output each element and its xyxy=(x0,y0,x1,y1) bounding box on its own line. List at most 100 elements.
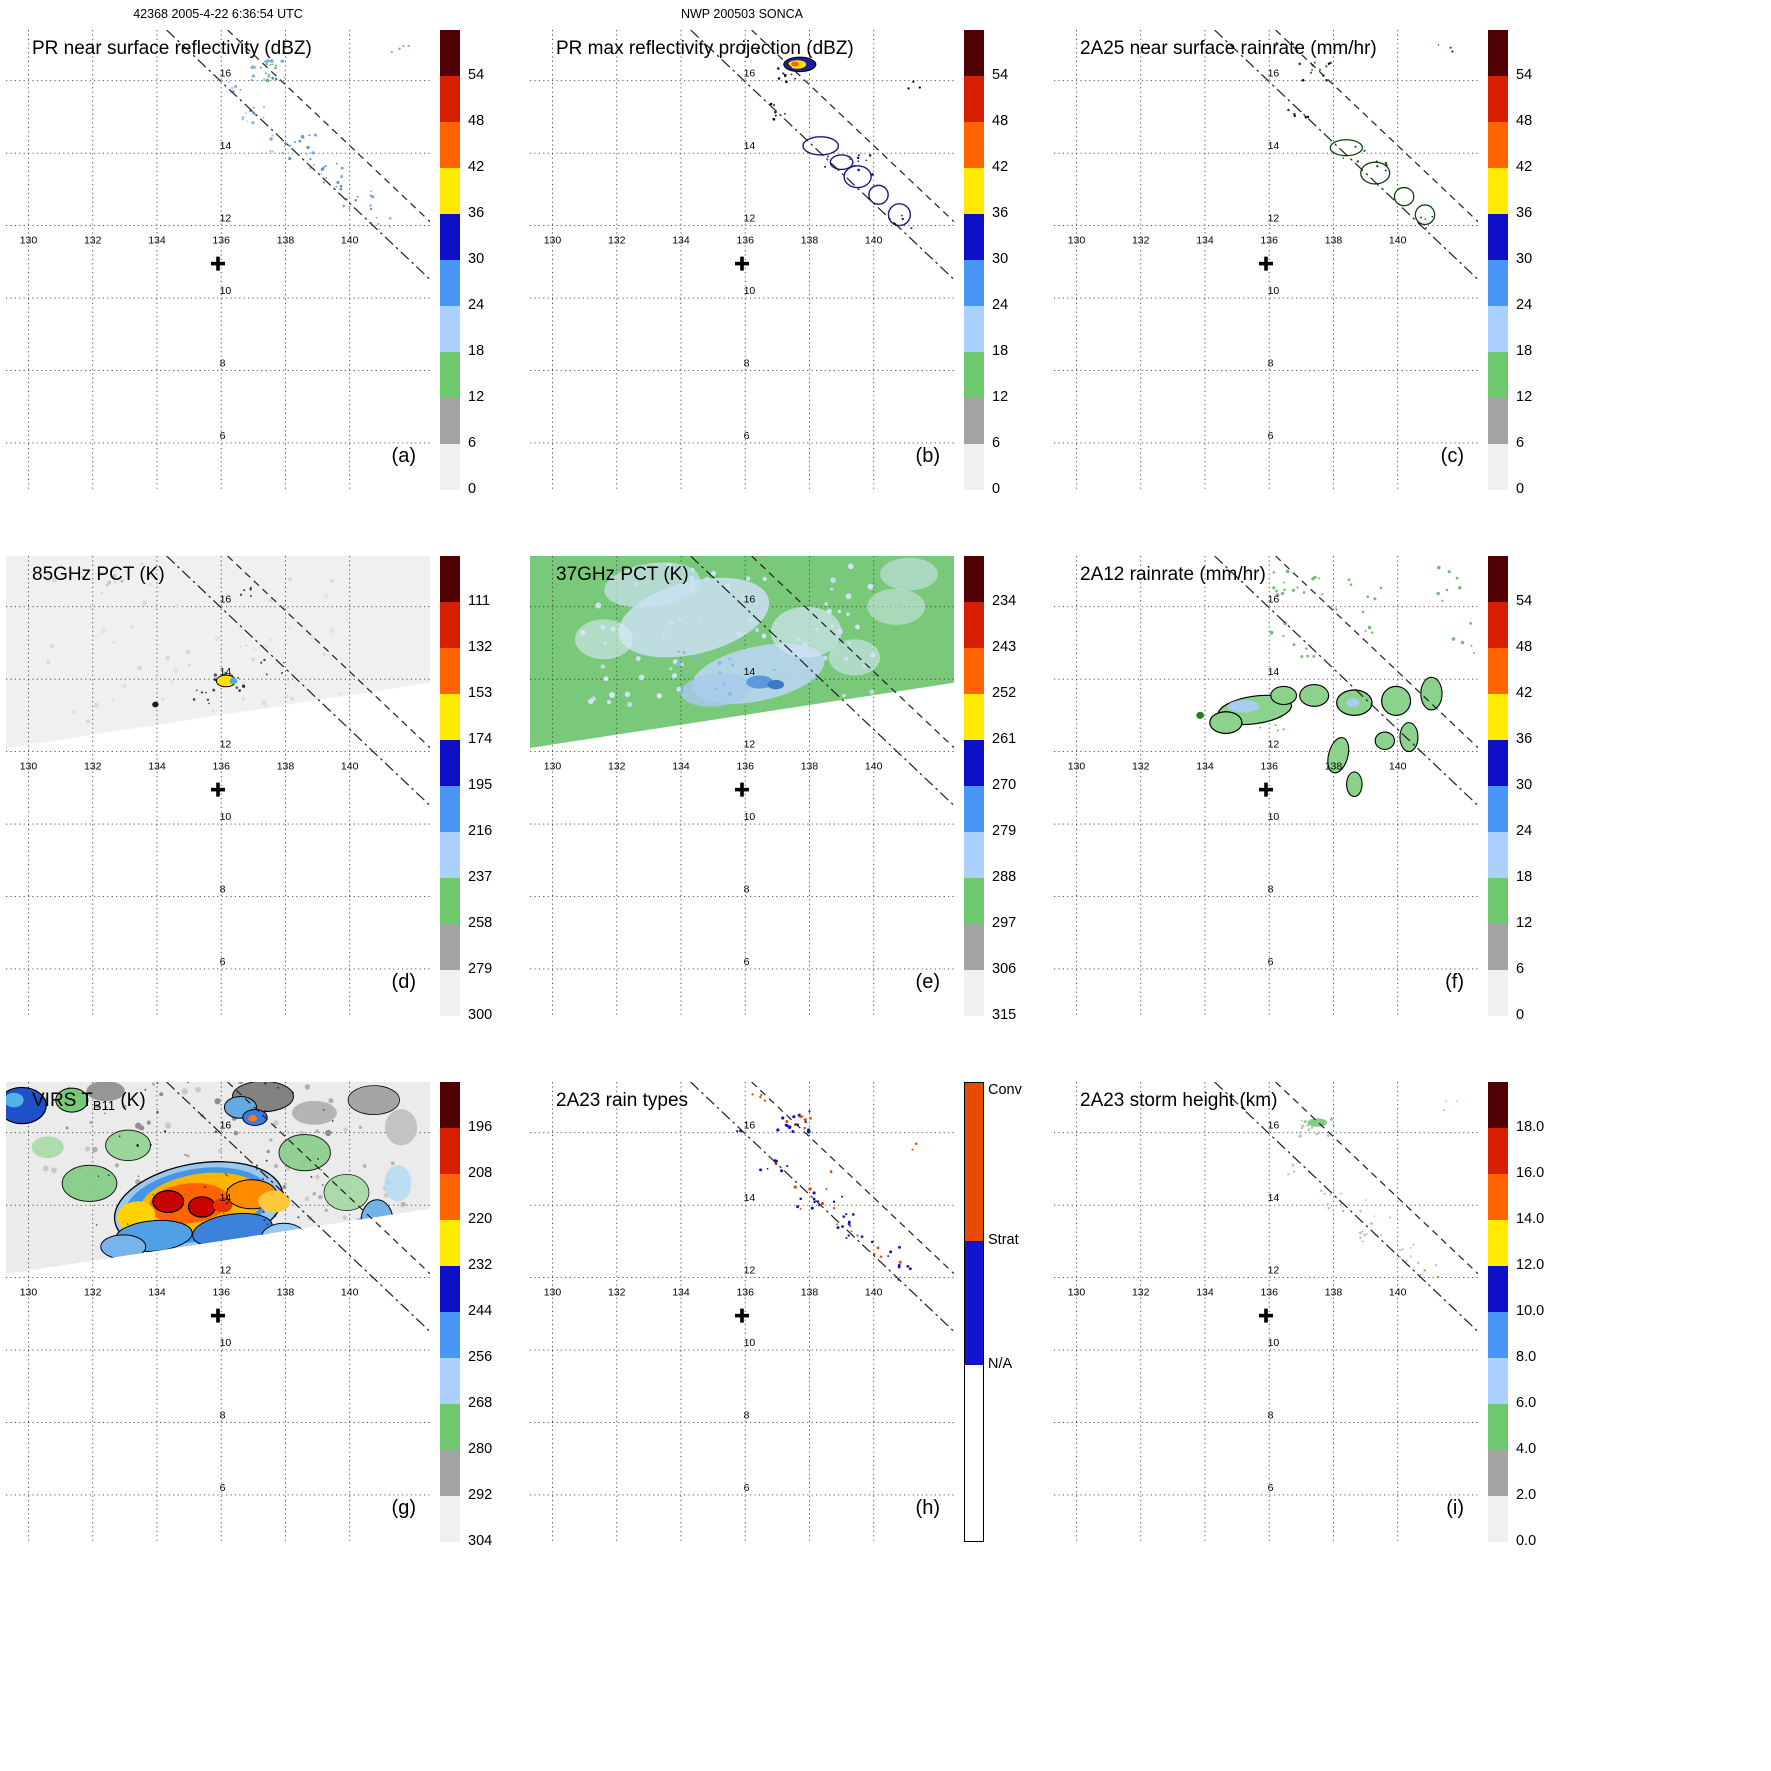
data-point xyxy=(266,1150,270,1154)
data-blob xyxy=(574,619,633,660)
data-point xyxy=(1376,165,1379,168)
data-point xyxy=(742,40,745,43)
lat-tick-label: 14 xyxy=(744,140,756,152)
colorbar-a xyxy=(440,30,460,490)
data-point xyxy=(309,158,312,161)
colorbar-segment xyxy=(964,214,984,260)
lon-tick-label: 134 xyxy=(148,235,166,247)
data-point xyxy=(324,164,327,168)
colorbar-segment xyxy=(440,1358,460,1404)
data-point xyxy=(104,1112,106,1115)
data-point xyxy=(1347,578,1351,582)
colorbar-segment xyxy=(440,444,460,490)
data-point xyxy=(785,80,788,84)
data-point xyxy=(263,1219,266,1222)
colorbar-segment xyxy=(440,1404,460,1450)
data-point xyxy=(249,588,252,591)
data-point xyxy=(266,1223,269,1225)
data-point xyxy=(1304,116,1308,119)
data-point xyxy=(1306,654,1310,658)
colorbar-tick-label: 234 xyxy=(992,593,1017,609)
data-point xyxy=(313,133,318,137)
data-point xyxy=(799,1115,803,1119)
data-point xyxy=(304,1084,311,1090)
data-blob xyxy=(1299,684,1330,707)
data-point xyxy=(847,1222,851,1226)
data-point xyxy=(783,74,787,77)
data-layer xyxy=(1196,565,1475,798)
data-point xyxy=(107,1174,110,1176)
lat-tick-label: 14 xyxy=(1268,140,1280,152)
data-blob xyxy=(1399,722,1419,753)
lat-tick-label: 12 xyxy=(744,739,756,751)
data-blob xyxy=(1227,700,1260,713)
data-point xyxy=(777,77,781,80)
colorbar-tick-label: 153 xyxy=(468,685,493,701)
lat-tick-label: 16 xyxy=(744,68,756,80)
colorbar-tick-label: 18 xyxy=(1516,343,1533,359)
data-point xyxy=(775,1159,778,1163)
data-point xyxy=(763,1099,767,1102)
data-blob xyxy=(828,639,881,676)
data-point xyxy=(722,682,726,686)
data-point xyxy=(1370,1222,1374,1226)
colorbar-tick-label: 18.0 xyxy=(1516,1119,1545,1135)
data-blob xyxy=(187,1196,217,1218)
colorbar-tick-label: 208 xyxy=(468,1165,493,1181)
colorbar-tick-label: 174 xyxy=(468,731,493,747)
data-point xyxy=(205,691,207,694)
data-point xyxy=(1298,1134,1302,1138)
data-point xyxy=(1325,78,1328,82)
data-point xyxy=(118,1135,121,1138)
data-point xyxy=(786,1164,789,1168)
colorbar-tick-label: 42 xyxy=(1516,685,1533,701)
data-blob xyxy=(105,1129,152,1162)
data-point xyxy=(184,1154,186,1156)
lon-tick-label: 140 xyxy=(341,761,359,773)
data-point xyxy=(901,217,904,221)
colorbar-segment xyxy=(964,694,984,740)
data-point xyxy=(269,137,273,141)
colorbar-segment xyxy=(440,924,460,970)
lon-tick-label: 134 xyxy=(148,1287,166,1299)
colorbar-segment xyxy=(440,1082,460,1128)
data-point xyxy=(388,226,391,228)
colorbar-segment xyxy=(1488,122,1508,168)
data-point xyxy=(807,1128,811,1132)
data-point xyxy=(241,681,246,686)
colorbar-segment xyxy=(1488,786,1508,832)
lon-tick-label: 136 xyxy=(212,235,230,247)
data-point xyxy=(742,49,745,52)
data-point xyxy=(315,1129,319,1133)
data-point xyxy=(288,626,292,630)
data-point xyxy=(869,689,875,695)
colorbar-segment xyxy=(964,832,984,878)
lon-tick-label: 138 xyxy=(1325,1287,1343,1299)
data-point xyxy=(335,162,338,165)
data-point xyxy=(320,1169,322,1171)
data-blob xyxy=(347,1085,400,1115)
data-point xyxy=(314,1174,320,1180)
colorbar-segment xyxy=(440,1174,460,1220)
colorbar-segment xyxy=(440,398,460,444)
colorbar-segment xyxy=(965,1083,983,1241)
colorbar-tick-label: 244 xyxy=(468,1303,493,1319)
swath-edge-line xyxy=(690,30,954,280)
data-point xyxy=(105,1106,108,1108)
data-point xyxy=(269,150,272,152)
panel-letter: (c) xyxy=(1441,445,1464,467)
data-point xyxy=(99,571,104,576)
lat-tick-label: 12 xyxy=(744,1265,756,1277)
data-point xyxy=(856,1234,859,1237)
axis-labels: 130 132 134 136 138 140 6 8 10 12 14 16 xyxy=(544,594,883,968)
lat-tick-label: 6 xyxy=(220,430,226,442)
data-blob xyxy=(1360,161,1391,185)
data-point xyxy=(638,674,645,681)
data-point xyxy=(263,106,265,108)
data-point xyxy=(1472,651,1475,654)
data-point xyxy=(714,687,718,691)
axis-labels: 130 132 134 136 138 140 6 8 10 12 14 16 xyxy=(544,1120,883,1494)
data-point xyxy=(274,77,278,81)
panel-letter: (b) xyxy=(916,445,940,467)
data-point xyxy=(322,1108,325,1111)
